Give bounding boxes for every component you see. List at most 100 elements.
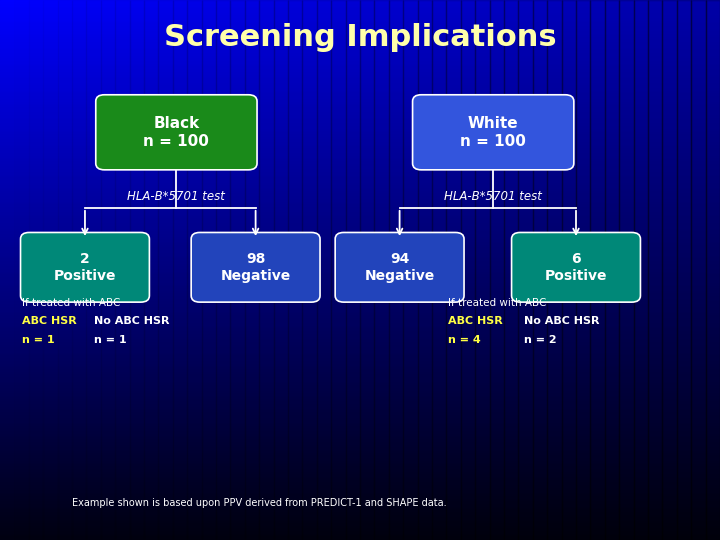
Bar xyxy=(0,435,720,437)
Bar xyxy=(0,397,720,400)
Bar xyxy=(0,146,720,148)
Bar xyxy=(0,310,720,313)
Bar xyxy=(0,373,720,375)
Bar xyxy=(0,524,720,526)
Bar xyxy=(0,111,720,113)
Bar xyxy=(0,370,720,373)
Bar xyxy=(0,211,720,213)
Bar xyxy=(0,408,720,410)
Bar xyxy=(0,62,720,65)
Bar xyxy=(0,8,720,11)
Bar xyxy=(245,0,259,540)
Bar xyxy=(0,192,720,194)
Text: 94
Negative: 94 Negative xyxy=(364,252,435,283)
Bar xyxy=(0,86,720,89)
Bar xyxy=(0,537,720,540)
Bar xyxy=(0,275,720,278)
Bar xyxy=(0,381,720,383)
Bar xyxy=(0,456,720,459)
Bar xyxy=(0,205,720,208)
Bar xyxy=(547,0,562,540)
Bar xyxy=(0,319,720,321)
Bar xyxy=(0,154,720,157)
Bar xyxy=(0,186,720,189)
Bar xyxy=(0,108,720,111)
Bar xyxy=(518,0,533,540)
Bar xyxy=(0,273,720,275)
Bar xyxy=(0,483,720,486)
Bar xyxy=(0,243,720,246)
Bar xyxy=(346,0,360,540)
Bar xyxy=(0,278,720,281)
Bar xyxy=(0,300,720,302)
Bar xyxy=(0,346,720,348)
Bar xyxy=(202,0,216,540)
Bar xyxy=(0,332,720,335)
Bar xyxy=(173,0,187,540)
Bar xyxy=(0,265,720,267)
Bar xyxy=(0,132,720,135)
Bar xyxy=(0,427,720,429)
Bar xyxy=(0,189,720,192)
Bar xyxy=(0,170,720,173)
Text: n = 4: n = 4 xyxy=(448,335,480,345)
Bar xyxy=(0,11,720,14)
Bar xyxy=(0,383,720,386)
Bar xyxy=(0,518,720,521)
Bar xyxy=(0,202,720,205)
Text: No ABC HSR: No ABC HSR xyxy=(524,316,600,326)
Bar xyxy=(0,0,14,540)
Bar xyxy=(0,402,720,405)
Bar xyxy=(0,394,720,397)
Bar xyxy=(634,0,648,540)
Bar xyxy=(288,0,302,540)
Bar xyxy=(0,200,720,202)
Bar xyxy=(0,22,720,24)
Bar xyxy=(101,0,115,540)
Bar xyxy=(0,238,720,240)
Bar xyxy=(86,0,101,540)
Bar xyxy=(0,5,720,8)
Bar xyxy=(0,294,720,297)
Bar xyxy=(0,70,720,73)
Bar xyxy=(0,14,720,16)
Bar xyxy=(0,224,720,227)
Bar xyxy=(0,313,720,316)
Bar xyxy=(0,84,720,86)
Text: n = 1: n = 1 xyxy=(94,335,126,345)
Bar xyxy=(43,0,58,540)
Bar xyxy=(0,178,720,181)
Bar xyxy=(374,0,389,540)
Bar xyxy=(0,240,720,243)
Bar xyxy=(0,529,720,532)
Bar xyxy=(0,286,720,289)
Bar xyxy=(0,251,720,254)
Bar xyxy=(130,0,144,540)
Bar xyxy=(331,0,346,540)
Bar xyxy=(0,3,720,5)
Bar xyxy=(0,116,720,119)
Bar xyxy=(0,227,720,229)
Text: n = 2: n = 2 xyxy=(524,335,557,345)
Bar xyxy=(691,0,706,540)
Text: ABC HSR: ABC HSR xyxy=(22,316,76,326)
Bar xyxy=(0,256,720,259)
Bar xyxy=(0,0,720,3)
Bar xyxy=(0,78,720,81)
Text: 98
Negative: 98 Negative xyxy=(220,252,291,283)
Bar xyxy=(662,0,677,540)
Bar xyxy=(0,105,720,108)
Text: If treated with ABC: If treated with ABC xyxy=(22,299,120,308)
Bar xyxy=(0,81,720,84)
Bar xyxy=(0,130,720,132)
Bar xyxy=(0,181,720,184)
Bar xyxy=(259,0,274,540)
Bar xyxy=(0,297,720,300)
Bar xyxy=(0,535,720,537)
Bar xyxy=(475,0,490,540)
Bar xyxy=(0,335,720,338)
Bar xyxy=(389,0,403,540)
Bar xyxy=(0,184,720,186)
Bar xyxy=(533,0,547,540)
Bar xyxy=(0,219,720,221)
